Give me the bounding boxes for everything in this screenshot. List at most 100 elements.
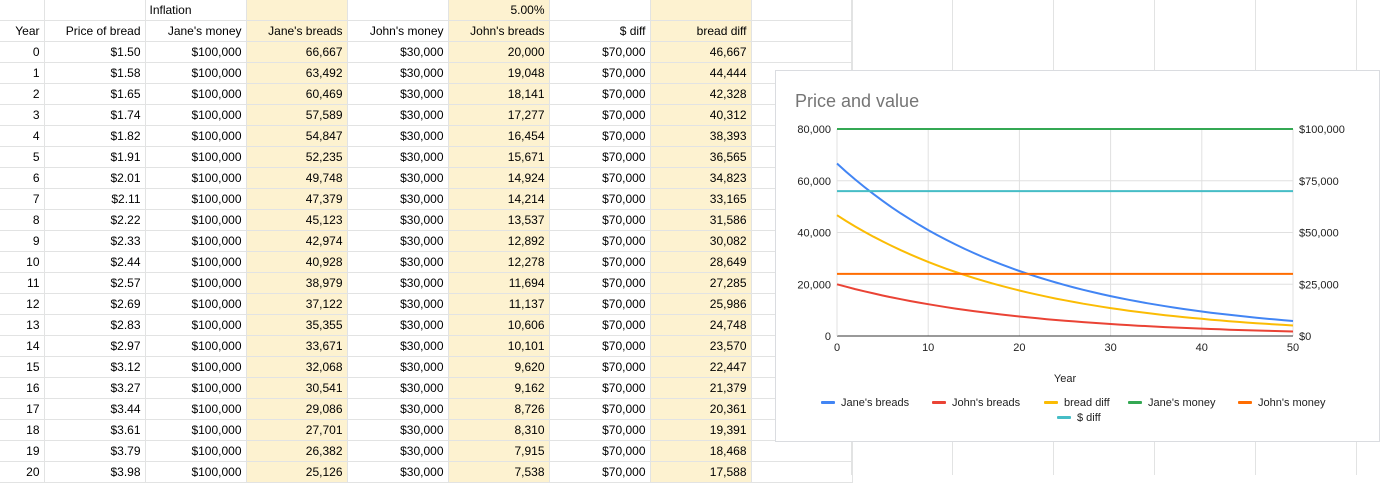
cell[interactable]: $100,000 <box>145 314 247 336</box>
cell[interactable]: $ diff <box>549 20 651 42</box>
cell[interactable]: 34,823 <box>650 167 752 189</box>
cell[interactable]: $3.27 <box>44 377 146 399</box>
cell[interactable]: $70,000 <box>549 461 651 483</box>
cell[interactable]: 7,538 <box>448 461 550 483</box>
cell[interactable] <box>549 0 651 21</box>
cell[interactable] <box>650 0 752 21</box>
cell[interactable]: $70,000 <box>549 377 651 399</box>
cell[interactable] <box>0 0 45 21</box>
cell[interactable]: Jane's money <box>145 20 247 42</box>
cell[interactable]: 54,847 <box>246 125 348 147</box>
cell[interactable]: 13 <box>0 314 45 336</box>
cell[interactable]: 17,588 <box>650 461 752 483</box>
cell[interactable]: $70,000 <box>549 62 651 84</box>
cell[interactable]: $70,000 <box>549 230 651 252</box>
cell[interactable]: $30,000 <box>347 356 449 378</box>
cell[interactable]: 23,570 <box>650 335 752 357</box>
cell[interactable]: Jane's breads <box>246 20 348 42</box>
cell[interactable] <box>44 0 146 21</box>
cell[interactable]: $30,000 <box>347 146 449 168</box>
cell[interactable]: 13,537 <box>448 209 550 231</box>
cell[interactable] <box>751 461 853 483</box>
cell[interactable]: 45,123 <box>246 209 348 231</box>
cell[interactable]: 12,892 <box>448 230 550 252</box>
cell[interactable]: 9,162 <box>448 377 550 399</box>
cell[interactable]: 19,048 <box>448 62 550 84</box>
cell[interactable]: $70,000 <box>549 356 651 378</box>
cell[interactable]: $70,000 <box>549 398 651 420</box>
cell[interactable]: $2.57 <box>44 272 146 294</box>
cell[interactable]: $100,000 <box>145 125 247 147</box>
cell[interactable]: 19 <box>0 440 45 462</box>
cell[interactable]: $100,000 <box>145 377 247 399</box>
cell[interactable]: $2.44 <box>44 251 146 273</box>
cell[interactable]: 28,649 <box>650 251 752 273</box>
cell[interactable]: $70,000 <box>549 104 651 126</box>
cell[interactable]: 46,667 <box>650 41 752 63</box>
cell[interactable]: $70,000 <box>549 440 651 462</box>
cell[interactable]: 14,214 <box>448 188 550 210</box>
cell[interactable]: 7,915 <box>448 440 550 462</box>
cell[interactable]: 63,492 <box>246 62 348 84</box>
cell[interactable]: $3.98 <box>44 461 146 483</box>
cell[interactable]: 42,974 <box>246 230 348 252</box>
cell[interactable]: bread diff <box>650 20 752 42</box>
spreadsheet-grid[interactable]: Inflation 5.00% Year Price of bread Jane's m… <box>0 0 853 483</box>
cell[interactable]: 12 <box>0 293 45 315</box>
cell[interactable]: $3.61 <box>44 419 146 441</box>
cell[interactable]: 32,068 <box>246 356 348 378</box>
cell[interactable]: $30,000 <box>347 167 449 189</box>
cell[interactable]: 27,285 <box>650 272 752 294</box>
cell[interactable]: $30,000 <box>347 419 449 441</box>
cell[interactable]: 47,379 <box>246 188 348 210</box>
cell[interactable]: 30,541 <box>246 377 348 399</box>
cell[interactable]: $70,000 <box>549 41 651 63</box>
cell[interactable]: Price of bread <box>44 20 146 42</box>
cell[interactable]: 40,312 <box>650 104 752 126</box>
cell[interactable]: 12,278 <box>448 251 550 273</box>
cell[interactable]: $30,000 <box>347 293 449 315</box>
cell[interactable]: 18 <box>0 419 45 441</box>
cell[interactable]: 21,379 <box>650 377 752 399</box>
cell[interactable]: $100,000 <box>145 41 247 63</box>
cell[interactable]: $30,000 <box>347 104 449 126</box>
cell[interactable]: $100,000 <box>145 251 247 273</box>
cell[interactable]: $100,000 <box>145 461 247 483</box>
cell[interactable]: $2.33 <box>44 230 146 252</box>
cell[interactable]: $100,000 <box>145 167 247 189</box>
cell[interactable]: $100,000 <box>145 440 247 462</box>
cell[interactable]: $100,000 <box>145 146 247 168</box>
cell[interactable]: 30,082 <box>650 230 752 252</box>
cell[interactable]: John's money <box>347 20 449 42</box>
cell[interactable]: 20,361 <box>650 398 752 420</box>
cell[interactable]: $100,000 <box>145 188 247 210</box>
cell[interactable]: 4 <box>0 125 45 147</box>
cell[interactable] <box>751 0 853 21</box>
cell[interactable]: $30,000 <box>347 41 449 63</box>
cell[interactable]: Inflation <box>145 0 247 21</box>
cell[interactable]: $70,000 <box>549 314 651 336</box>
cell[interactable]: $3.79 <box>44 440 146 462</box>
cell[interactable] <box>246 0 348 21</box>
cell[interactable]: 8,310 <box>448 419 550 441</box>
cell[interactable]: 31,586 <box>650 209 752 231</box>
cell[interactable]: 5.00% <box>448 0 550 21</box>
cell[interactable]: $100,000 <box>145 335 247 357</box>
cell[interactable]: 10,101 <box>448 335 550 357</box>
cell[interactable]: $1.50 <box>44 41 146 63</box>
cell[interactable]: $30,000 <box>347 377 449 399</box>
cell[interactable]: $70,000 <box>549 335 651 357</box>
cell[interactable]: 11 <box>0 272 45 294</box>
cell[interactable]: 7 <box>0 188 45 210</box>
cell[interactable]: 11,694 <box>448 272 550 294</box>
cell[interactable]: 10 <box>0 251 45 273</box>
cell[interactable]: 5 <box>0 146 45 168</box>
cell[interactable]: $2.69 <box>44 293 146 315</box>
cell[interactable]: 42,328 <box>650 83 752 105</box>
cell[interactable]: $70,000 <box>549 83 651 105</box>
cell[interactable]: $30,000 <box>347 230 449 252</box>
cell[interactable]: 49,748 <box>246 167 348 189</box>
cell[interactable]: $100,000 <box>145 62 247 84</box>
cell[interactable]: 38,979 <box>246 272 348 294</box>
cell[interactable]: 11,137 <box>448 293 550 315</box>
